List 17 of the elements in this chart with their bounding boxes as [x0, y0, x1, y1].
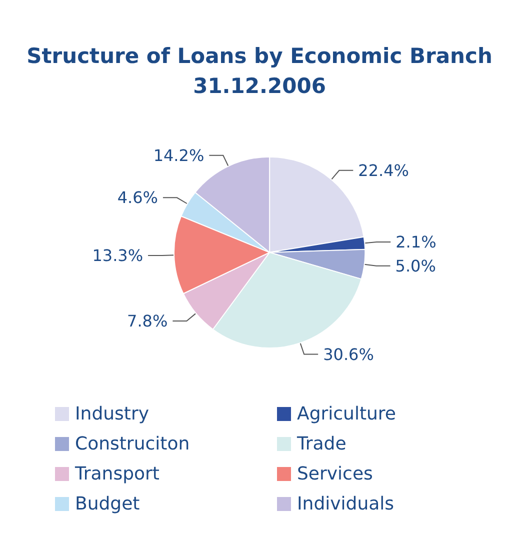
data-label: 4.6% — [117, 188, 158, 208]
data-label: 2.1% — [396, 232, 436, 252]
data-label: 5.0% — [395, 256, 436, 276]
data-label: 7.8% — [127, 311, 168, 330]
data-label: 13.3% — [92, 246, 144, 265]
legend-label: Agriculture — [297, 404, 396, 424]
data-label: 22.4% — [358, 160, 409, 180]
data-label: 30.6% — [323, 344, 374, 364]
legend-label: Services — [297, 464, 373, 484]
legend-label: Trade — [296, 434, 346, 454]
legend-label: Budget — [75, 494, 140, 514]
legend-label: Individuals — [297, 494, 394, 514]
chart-title: Structure of Loans by Economic Branch 31.12.2006 — [26, 44, 492, 98]
legend-label: Industry — [75, 404, 150, 424]
data-label: 14.2% — [153, 146, 204, 165]
legend-label: Construciton — [75, 434, 190, 454]
legend-label: Transport — [74, 464, 160, 484]
